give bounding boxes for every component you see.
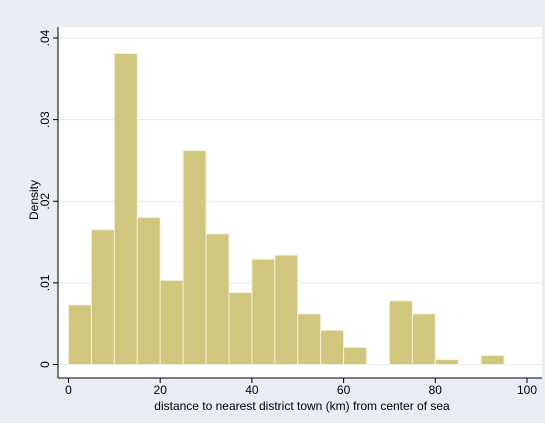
axes bbox=[57, 27, 542, 379]
y-ticks: 0 .01 .02 .03 .04 bbox=[38, 29, 58, 368]
histogram-bar-18 bbox=[480, 355, 505, 365]
x-ticks: 0 20 40 60 80 100 bbox=[65, 378, 537, 397]
x-tick-label-1: 20 bbox=[154, 383, 168, 397]
y-tick-label-2: .02 bbox=[38, 193, 52, 210]
histogram-bar-14 bbox=[388, 300, 413, 365]
histogram-bar-10 bbox=[297, 313, 322, 365]
x-tick-label-2: 40 bbox=[245, 383, 259, 397]
histogram-bar-6 bbox=[205, 233, 230, 365]
histogram-bar-1 bbox=[90, 229, 115, 365]
y-tick-label-4: .04 bbox=[38, 29, 52, 46]
histogram-bar-2 bbox=[113, 53, 138, 365]
histogram-bar-4 bbox=[159, 279, 184, 365]
bars bbox=[68, 53, 505, 366]
histogram-bar-9 bbox=[274, 254, 299, 365]
histogram-bar-3 bbox=[136, 217, 161, 365]
histogram-bar-0 bbox=[68, 304, 92, 366]
y-axis-label: Density bbox=[27, 180, 41, 220]
y-tick-label-3: .03 bbox=[38, 111, 52, 128]
x-tick-label-0: 0 bbox=[65, 383, 72, 397]
x-tick-label-3: 60 bbox=[337, 383, 351, 397]
histogram-bar-11 bbox=[320, 329, 345, 365]
x-tick-label-4: 80 bbox=[429, 383, 443, 397]
x-tick-label-5: 100 bbox=[517, 383, 537, 397]
histogram-bar-16 bbox=[434, 359, 459, 366]
y-tick-label-1: .01 bbox=[38, 274, 52, 291]
histogram-bar-7 bbox=[228, 292, 253, 366]
histogram-bar-12 bbox=[343, 346, 368, 366]
histogram-bar-5 bbox=[182, 150, 207, 365]
histogram-bar-15 bbox=[411, 313, 436, 365]
x-axis-label: distance to nearest district town (km) f… bbox=[154, 399, 450, 413]
histogram-bar-8 bbox=[251, 258, 276, 365]
y-tick-label-0: 0 bbox=[38, 361, 52, 368]
